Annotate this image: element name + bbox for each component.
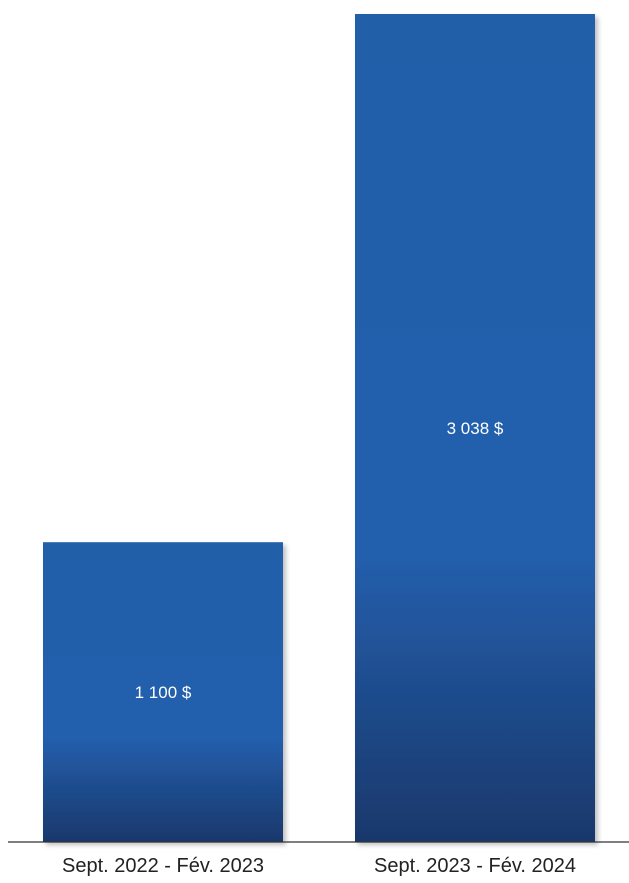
- category-label-1: Sept. 2022 - Fév. 2023: [62, 855, 264, 877]
- bar-2: [355, 14, 595, 842]
- bar-1: [43, 542, 283, 842]
- bar-value-label-1: 1 100 $: [135, 683, 192, 702]
- bar-value-label-2: 3 038 $: [447, 419, 504, 438]
- category-labels: Sept. 2022 - Fév. 2023 Sept. 2023 - Fév. …: [62, 855, 576, 877]
- bars-layer: [43, 14, 595, 842]
- labels-layer: 1 100 $ 3 038 $: [135, 419, 504, 702]
- category-label-2: Sept. 2023 - Fév. 2024: [374, 855, 576, 877]
